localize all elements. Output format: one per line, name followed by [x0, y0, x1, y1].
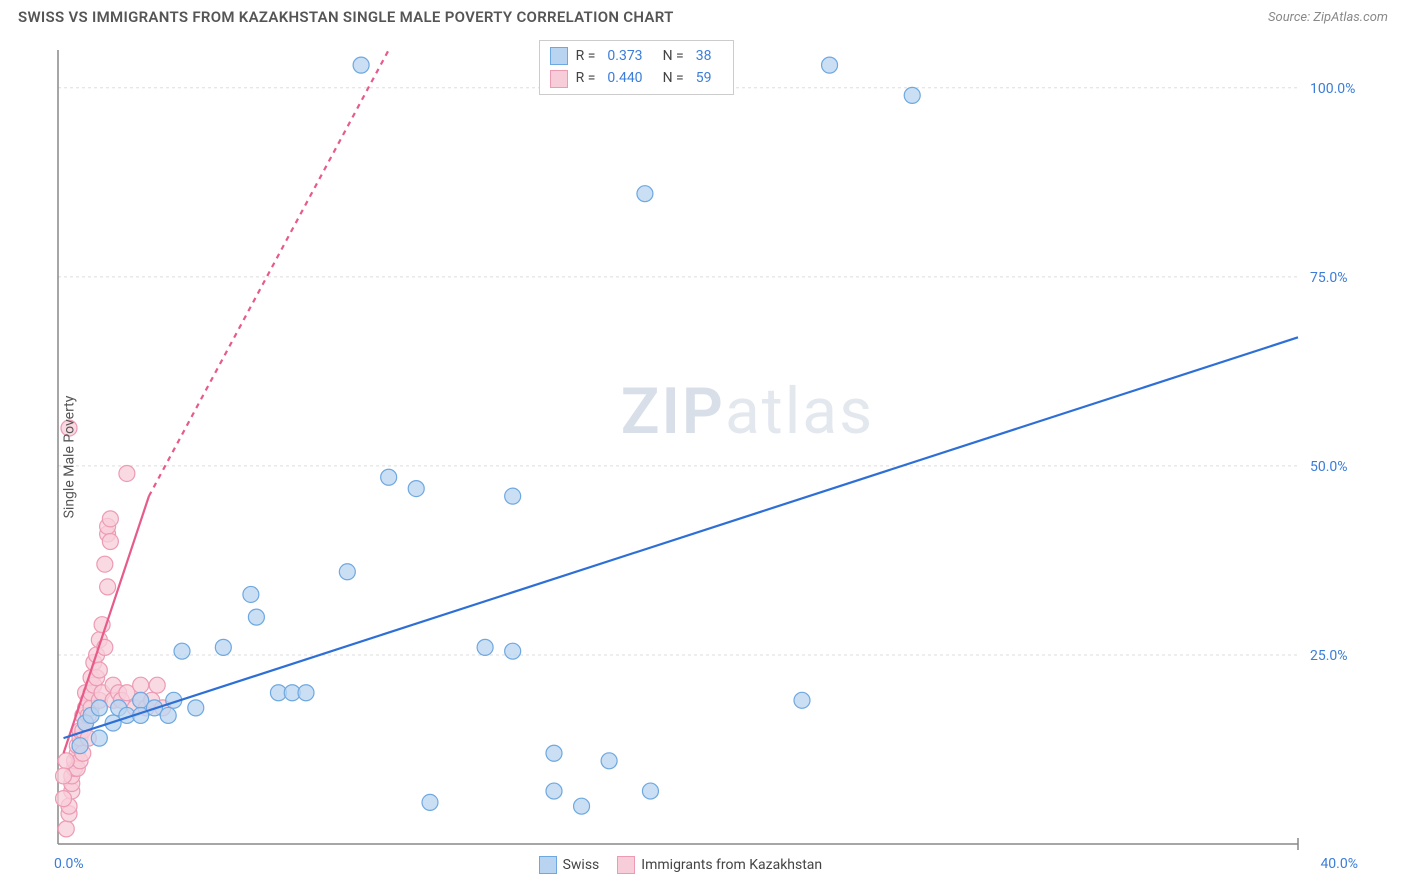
svg-text:40.0%: 40.0% [1320, 856, 1358, 872]
svg-text:100.0%: 100.0% [1310, 81, 1355, 97]
r-label: R = [576, 67, 596, 89]
legend-item-kazakhstan: Immigrants from Kazakhstan [617, 856, 822, 874]
svg-text:0.0%: 0.0% [54, 856, 84, 872]
correlation-legend: R = 0.373 N = 38 R = 0.440 N = 59 [539, 40, 735, 95]
swatch-kazakhstan [550, 70, 568, 88]
n-value-swiss: 38 [696, 45, 712, 67]
n-label: N = [663, 45, 684, 67]
legend-row-swiss: R = 0.373 N = 38 [550, 45, 724, 67]
swatch-swiss [550, 47, 568, 65]
legend-item-swiss: Swiss [539, 856, 600, 874]
chart-area: Single Male Poverty 25.0% 50.0% 75.0% 100.0… [18, 40, 1388, 874]
legend-row-kazakhstan: R = 0.440 N = 59 [550, 67, 724, 89]
chart-source: Source: ZipAtlas.com [1268, 10, 1388, 25]
y-axis-label: Single Male Poverty [61, 396, 77, 519]
r-value-swiss: 0.373 [607, 45, 642, 67]
legend-label-swiss: Swiss [563, 857, 600, 873]
swatch-kazakhstan [617, 856, 635, 874]
n-label: N = [663, 67, 684, 89]
r-value-kazakhstan: 0.440 [607, 67, 642, 89]
scatter-chart: 25.0% 50.0% 75.0% 100.0% 0.0% 40.0% [18, 40, 1388, 874]
r-label: R = [576, 45, 596, 67]
swatch-swiss [539, 856, 557, 874]
legend-label-kazakhstan: Immigrants from Kazakhstan [641, 857, 822, 873]
svg-text:75.0%: 75.0% [1310, 270, 1348, 286]
svg-text:25.0%: 25.0% [1310, 648, 1348, 664]
series-legend: Swiss Immigrants from Kazakhstan [539, 856, 823, 874]
svg-text:50.0%: 50.0% [1310, 459, 1348, 475]
n-value-kazakhstan: 59 [696, 67, 712, 89]
chart-title: SWISS VS IMMIGRANTS FROM KAZAKHSTAN SING… [18, 8, 674, 26]
chart-header: SWISS VS IMMIGRANTS FROM KAZAKHSTAN SING… [0, 0, 1406, 30]
